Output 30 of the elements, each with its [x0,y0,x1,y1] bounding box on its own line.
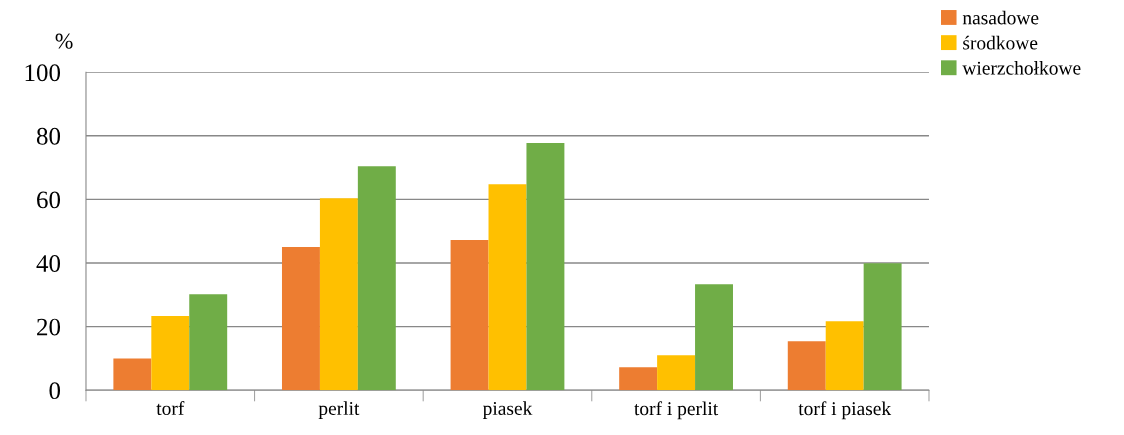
legend-label: wierzchołkowe [962,61,1081,75]
bar [825,321,864,391]
bar [657,355,696,391]
bar [319,198,358,391]
y-tick-label: 100 [25,64,61,82]
legend-label: środkowe [963,35,1038,50]
bar [695,284,733,391]
bar [151,316,190,391]
y-tick-label: 60 [37,191,61,209]
bar [619,367,658,391]
legend-label: nasadowe [962,10,1039,25]
bar [863,263,902,391]
bar [450,240,489,391]
bar [488,184,527,391]
x-tick-label: torf i perlit [634,401,719,420]
bar [189,294,228,391]
y-axis-title: % [55,33,73,49]
bar [787,341,826,391]
x-tick-label: torf i piasek [798,401,892,420]
bar [526,143,565,391]
y-tick-label: 40 [36,255,61,272]
y-tick-label: 0 [49,382,61,400]
bar [357,166,396,391]
x-tick-label: perlit [318,401,360,419]
y-tick-label: 80 [36,127,61,145]
y-tick-label: 20 [37,318,61,336]
bar [281,247,320,391]
bar [113,358,152,391]
x-tick-label: piasek [482,401,533,419]
x-tick-label: torf [156,401,185,415]
